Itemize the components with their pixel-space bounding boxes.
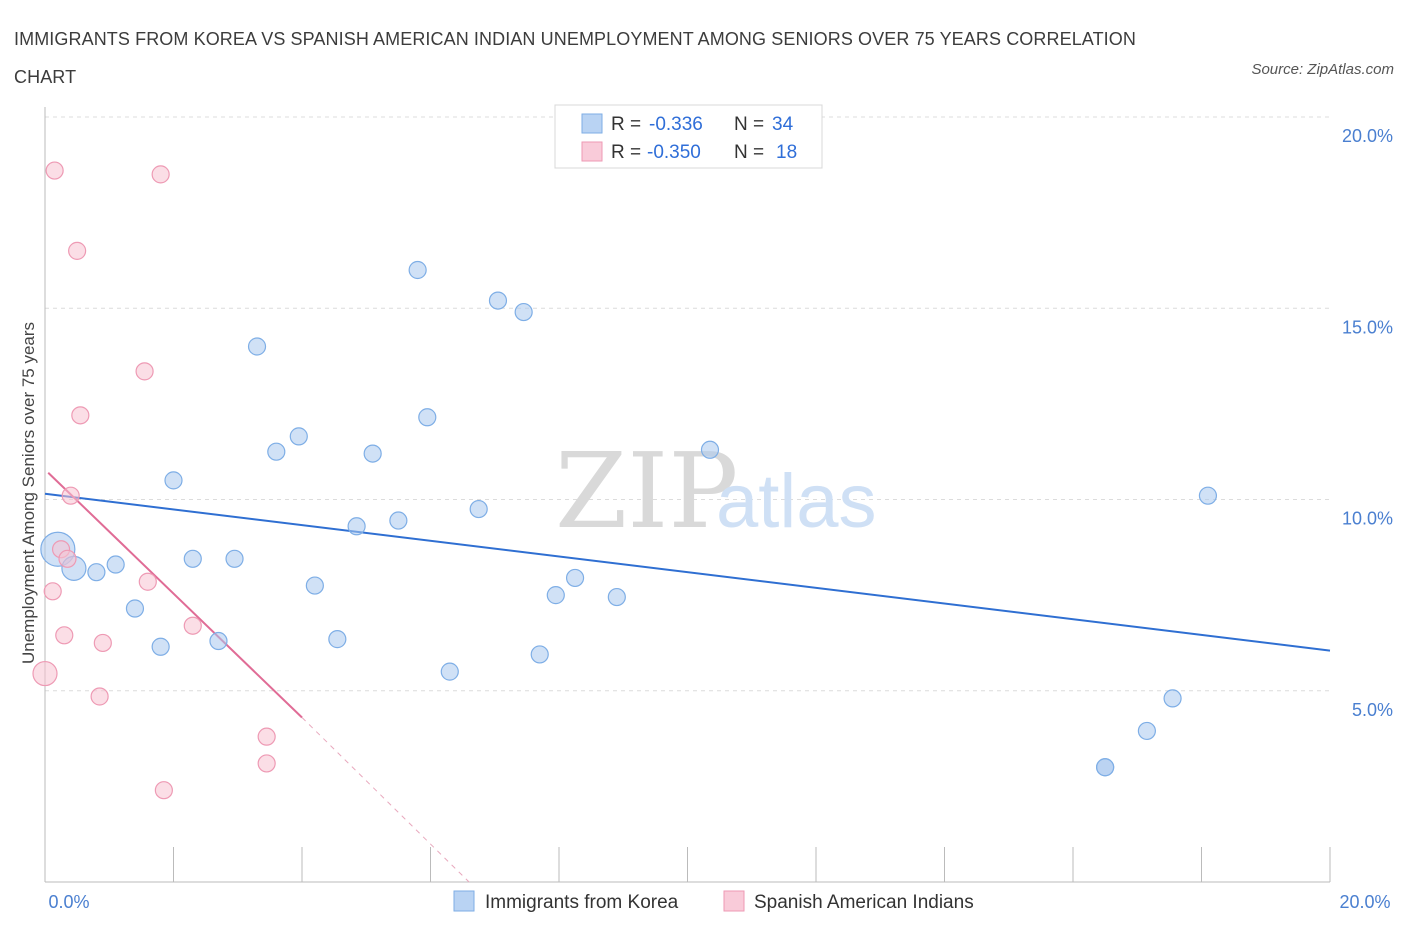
point-korea (565, 568, 585, 588)
point-spanish (135, 362, 154, 381)
x-tick-labels: 0.0% 20.0% (48, 892, 1390, 912)
legend-r-spanish: -0.350 (647, 142, 701, 163)
legend-n-label: N = (734, 114, 764, 135)
point-korea (125, 599, 145, 618)
point-spanish (43, 582, 62, 601)
point-korea (1198, 486, 1218, 505)
legend-box: R = -0.336 N = 34 R = -0.350 N = 18 (554, 104, 823, 169)
point-spanish (45, 161, 64, 180)
y-tick-label: 5.0% (1352, 700, 1393, 720)
point-korea (488, 291, 508, 310)
x-tick-label-max: 20.0% (1339, 892, 1390, 912)
watermark-atlas: atlas (716, 459, 877, 544)
y-tick-label: 20.0% (1342, 126, 1393, 146)
x-tick-label-min: 0.0% (48, 892, 89, 912)
bottom-legend: Immigrants from Korea Spanish American I… (453, 890, 974, 913)
legend-r-label: R = (611, 142, 641, 163)
point-spanish (32, 660, 58, 687)
point-spanish (61, 486, 80, 505)
trend-line-korea (44, 492, 1331, 652)
legend-swatch-korea (581, 113, 603, 134)
legend-r-korea: -0.336 (649, 114, 703, 135)
legend-swatch-spanish (581, 141, 603, 162)
y-tick-labels: 5.0% 10.0% 15.0% 20.0% (1342, 126, 1393, 720)
point-korea (267, 442, 286, 461)
point-spanish (93, 633, 112, 653)
trend-line-spanish (47, 472, 303, 719)
trend-lines (44, 472, 1331, 883)
y-tick-label: 15.0% (1342, 317, 1393, 337)
point-korea (305, 576, 324, 595)
point-korea (408, 260, 427, 280)
bottom-legend-swatch-korea (453, 890, 475, 912)
point-spanish (257, 754, 276, 773)
point-korea (289, 427, 308, 446)
data-points (32, 161, 1218, 800)
point-korea (700, 440, 720, 459)
point-korea (183, 549, 202, 568)
trend-line-extension (301, 717, 470, 883)
source-credit: Source: ZipAtlas.com (1251, 61, 1394, 78)
point-korea (151, 637, 170, 656)
point-spanish (138, 572, 157, 591)
bottom-legend-swatch-spanish (723, 890, 745, 912)
point-korea (1096, 758, 1115, 777)
y-tick-label: 10.0% (1342, 509, 1393, 529)
bottom-legend-korea: Immigrants from Korea (485, 892, 679, 913)
legend-r-label: R = (611, 114, 641, 135)
point-korea (514, 302, 533, 322)
point-korea (347, 517, 366, 536)
point-korea (607, 587, 626, 607)
point-korea (440, 662, 459, 681)
point-spanish (55, 626, 74, 645)
point-spanish (68, 241, 87, 260)
legend-n-label: N = (734, 142, 764, 163)
legend-n-spanish: 18 (776, 142, 797, 163)
point-spanish (151, 165, 170, 184)
point-korea (106, 555, 125, 574)
point-korea (247, 337, 267, 356)
y-axis-label: Unemployment Among Seniors over 75 years (19, 322, 38, 664)
point-korea (225, 549, 244, 568)
legend-n-korea: 34 (772, 114, 794, 135)
point-korea (164, 471, 183, 490)
gridlines (45, 116, 1330, 692)
point-korea (363, 444, 382, 463)
point-spanish (183, 616, 202, 635)
point-spanish (71, 406, 90, 425)
point-korea (1137, 721, 1156, 741)
point-korea (530, 645, 549, 664)
chart-title: IMMIGRANTS FROM KOREA VS SPANISH AMERICA… (14, 29, 1136, 87)
point-spanish (58, 549, 77, 568)
point-korea (1163, 689, 1182, 708)
point-korea (87, 563, 106, 582)
point-korea (209, 631, 228, 651)
point-korea (546, 586, 565, 605)
bottom-legend-spanish: Spanish American Indians (754, 892, 974, 913)
point-korea (418, 408, 437, 427)
point-korea (469, 499, 488, 519)
point-korea (389, 511, 408, 530)
point-spanish (90, 687, 109, 706)
point-spanish (154, 781, 173, 800)
point-korea (328, 630, 347, 649)
point-spanish (257, 727, 276, 746)
